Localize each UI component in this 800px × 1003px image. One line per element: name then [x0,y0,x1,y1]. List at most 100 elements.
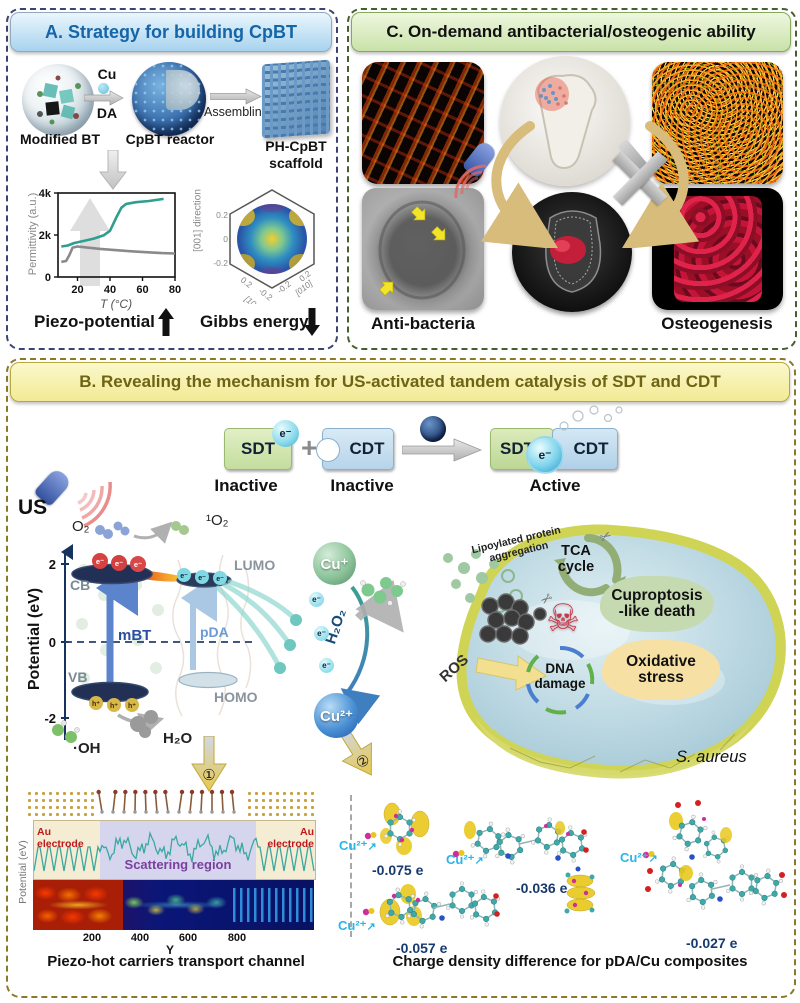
assembling-arrow [210,88,262,105]
gibbs-label: Gibbs energy [200,312,309,331]
transport-xlabel: Y [165,943,174,957]
no-symbol-icon [608,146,672,210]
scaffold-label-2: scaffold [269,155,323,171]
au-electrode-right-label: Au electrode [267,826,314,850]
charge-value-2: -0.057 e [396,940,448,956]
transport-ylabel: Potential (eV) [17,840,29,904]
heatmap-right-stripes [233,888,314,922]
scaffold-label-1: PH-CpBT [265,138,327,154]
redox-electron-3: e⁻ [319,658,334,673]
electron-sphere: e⁻ [272,420,299,447]
redox-electron-2: e⁻ [314,626,329,641]
svg-text:e⁻: e⁻ [134,560,142,569]
heatmap-left-blobs [33,880,123,930]
transport-xticks: 200 400 600 800 [82,932,247,944]
panel-c [347,8,797,350]
bottom-separator [350,795,352,937]
svg-text:e⁻: e⁻ [216,576,224,583]
fluorescent-bacteria-image [652,62,783,184]
svg-text:h⁺: h⁺ [92,701,100,708]
svg-text:2k: 2k [39,230,52,242]
bone-regeneration-image [652,188,783,310]
charge-value-1: -0.075 e [372,862,424,878]
svg-text:e⁻: e⁻ [96,557,104,566]
redox-electron-1: e⁻ [309,592,324,607]
inactive-label-1: Inactive [214,476,278,495]
active-label: Active [529,476,581,495]
cdt-notch [316,438,340,462]
svg-text:80: 80 [169,284,181,296]
step2-arrow: ② [337,724,373,776]
cu-label-3: Cu²⁺↗ [338,918,376,933]
svg-text:h⁺: h⁺ [128,703,136,710]
scaffold-image [262,59,330,139]
cu-arrow-icon: ↗ [474,855,484,867]
svg-text:60: 60 [136,284,148,296]
cu-2plus-sphere: Cu²⁺ [314,693,359,738]
step1-arrow: ① [191,736,227,792]
cu-label-1: Cu²⁺↗ [339,838,377,853]
gibbs-axis-label: [001] direction [192,189,204,252]
svg-text:-2: -2 [44,711,56,726]
svg-text:e⁻: e⁻ [115,559,123,568]
activation-arrow [402,438,482,462]
svg-text:·OH: ·OH [73,740,101,757]
svg-text:②: ② [353,751,373,773]
piezo-label: Piezo-potential [34,312,155,331]
bone-graphic [535,74,597,170]
charge-molecules [362,800,787,932]
transport-plot: Au electrode Au electrode Scattering reg… [33,820,316,880]
bacteria-tem-image [362,188,484,310]
svg-text:pDA: pDA [200,624,229,640]
charge-value-4: -0.027 e [686,935,738,951]
svg-text:0: 0 [45,272,51,284]
o2-molecules [95,521,189,544]
molecule-row [96,789,236,814]
assembling-label: Assembling [204,105,269,119]
svg-text:[010]: [010] [292,278,314,299]
svg-text:CB: CB [70,577,90,593]
svg-text:-0.2: -0.2 [213,258,228,268]
up-arrow-icon [158,308,174,336]
svg-text:①: ① [202,767,215,784]
cu-dot [98,83,109,94]
cu-arrow-icon: ↗ [366,921,376,933]
microct-graphic [545,210,602,293]
panel-a [6,8,338,350]
panel-b-title: B. Revealing the mechanism for US-activa… [79,372,721,391]
panel-a-title-box: A. Strategy for building CpBT [10,12,332,52]
cu-plus-sphere: Cu⁺ [313,542,356,585]
tem-arrows [378,200,466,300]
scattering-band [100,821,256,879]
transport-caption: Piezo-hot carriers transport channel [47,953,305,970]
bubbles [559,405,623,431]
svg-text:h⁺: h⁺ [110,703,118,710]
panel-b-title-box: B. Revealing the mechanism for US-activa… [10,362,790,402]
osteogenesis-label: Osteogenesis [661,314,773,333]
charge-value-3: -0.036 e [516,880,568,896]
cpbt-reactor-sphere [132,62,206,136]
svg-text:0: 0 [49,635,56,650]
svg-text:2: 2 [49,557,56,572]
panel-c-title: C. On-demand antibacterial/osteogenic ab… [386,22,756,41]
bone-model-image [500,56,630,186]
active-electron-sphere: e⁻ [526,436,564,474]
modified-bt-label: Modified BT [19,131,101,147]
svg-text:20: 20 [71,284,83,296]
reactor-cutaway [166,70,200,110]
down-arrow-icon [304,308,320,336]
dna-damage-label: DNA damage [534,661,586,691]
cu-label-2: Cu²⁺↗ [446,852,484,867]
cycle-arrows [480,121,700,248]
charge-caption: Charge density difference for pDA/Cu com… [392,953,748,970]
svg-text:mBT: mBT [118,627,151,644]
svg-text:HOMO: HOMO [214,689,258,705]
svg-text:T (°C): T (°C) [100,297,132,311]
panel-a-title: A. Strategy for building CpBT [45,21,297,42]
inactive-label-2: Inactive [330,476,394,495]
permittivity-chart: 0 2k 4k 20 40 60 80 T (°C) [39,188,181,311]
modified-bt-sphere [22,64,94,136]
svg-text:4k: 4k [39,188,52,200]
panel-b [6,358,796,998]
